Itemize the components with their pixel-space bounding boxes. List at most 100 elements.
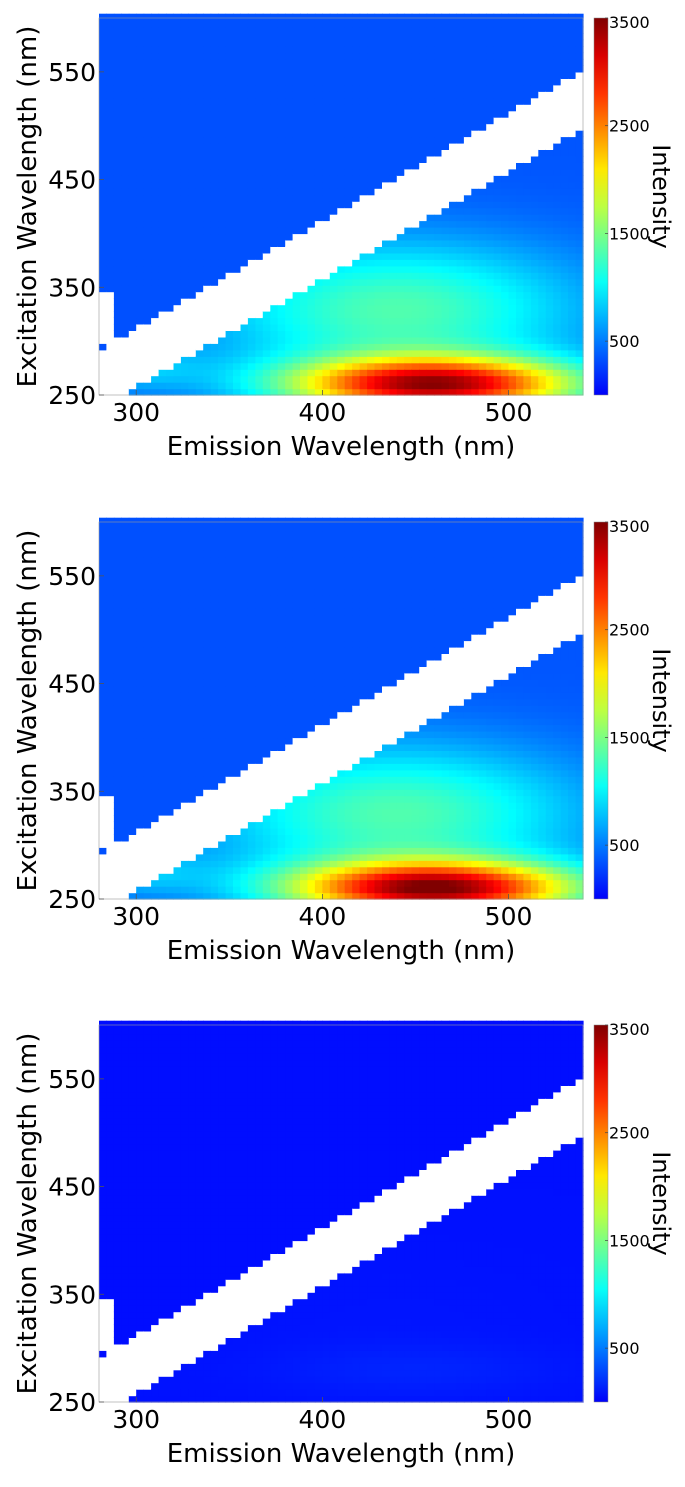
heatmap-cell [226, 350, 234, 357]
heatmap-cell [464, 285, 472, 292]
heatmap-cell [106, 266, 114, 273]
heatmap-cell [241, 311, 249, 318]
heatmap-cell [114, 311, 122, 318]
heatmap-cell [494, 72, 502, 79]
heatmap-cell [337, 233, 345, 240]
heatmap-cell [196, 886, 204, 893]
heatmap-cell [412, 337, 420, 344]
heatmap-cell [144, 33, 152, 40]
heatmap-cell [211, 253, 219, 260]
heatmap-cell [546, 324, 554, 331]
heatmap-cell [255, 227, 263, 234]
heatmap-cell [464, 14, 472, 21]
heatmap-cell [434, 389, 442, 396]
heatmap-cell [263, 285, 271, 292]
heatmap-cell [99, 550, 107, 557]
heatmap-cell [203, 149, 211, 156]
heatmap-cell [121, 867, 129, 874]
heatmap-cell [389, 382, 397, 389]
heatmap-cell [576, 188, 584, 195]
heatmap-cell [419, 246, 427, 253]
heatmap-cell [456, 317, 464, 324]
heatmap-cell [375, 330, 383, 337]
heatmap-cell [129, 382, 137, 389]
heatmap-cell [99, 233, 107, 240]
heatmap-cell [538, 27, 546, 34]
heatmap-cell [188, 259, 196, 266]
heatmap-cell [561, 324, 569, 331]
heatmap-cell [106, 246, 114, 253]
heatmap-cell [397, 149, 405, 156]
heatmap-cell [226, 305, 234, 312]
heatmap-cell [494, 169, 502, 176]
heatmap-cell [270, 182, 278, 189]
heatmap-cell [479, 111, 487, 118]
heatmap-cell [99, 873, 107, 880]
heatmap-cell [114, 175, 122, 182]
heatmap-cell [218, 130, 226, 137]
heatmap-cell [367, 233, 375, 240]
heatmap-cell [352, 98, 360, 105]
heatmap-cell [419, 65, 427, 72]
heatmap-cell [486, 72, 494, 79]
heatmap-cell [99, 893, 107, 900]
heatmap-cell [129, 712, 137, 719]
heatmap-cell [129, 104, 137, 111]
heatmap-cell [285, 208, 293, 215]
heatmap-cell [255, 175, 263, 182]
heatmap-cell [159, 867, 167, 874]
heatmap-cell [456, 27, 464, 34]
heatmap-cell [360, 53, 368, 60]
heatmap-cell [174, 20, 182, 27]
heatmap-cell [375, 20, 383, 27]
heatmap-cell [352, 266, 360, 273]
heatmap-cell [561, 175, 569, 182]
heatmap-cell [308, 201, 316, 208]
heatmap-cell [531, 343, 539, 350]
heatmap-cell [471, 233, 479, 240]
heatmap-cell [106, 595, 114, 602]
heatmap-cell [382, 343, 390, 350]
heatmap-cell [486, 253, 494, 260]
heatmap-cell [106, 686, 114, 693]
heatmap-cell [300, 343, 308, 350]
heatmap-cell [106, 382, 114, 389]
heatmap-cell [479, 246, 487, 253]
heatmap-cell [479, 356, 487, 363]
heatmap-cell [181, 628, 189, 635]
heatmap-cell [330, 117, 338, 124]
heatmap-cell [106, 208, 114, 215]
heatmap-cell [233, 208, 241, 215]
heatmap-cell [486, 240, 494, 247]
heatmap-cell [218, 104, 226, 111]
heatmap-cell [270, 188, 278, 195]
heatmap-cell [159, 886, 167, 893]
heatmap-cell [233, 692, 241, 699]
heatmap-cell [233, 389, 241, 396]
heatmap-cell [538, 272, 546, 279]
heatmap-cell [136, 272, 144, 279]
heatmap-cell [293, 188, 301, 195]
heatmap-cell [337, 330, 345, 337]
heatmap-cell [188, 162, 196, 169]
heatmap-cell [196, 582, 204, 589]
heatmap-cell [226, 124, 234, 131]
heatmap-cell [181, 330, 189, 337]
heatmap-cell [546, 356, 554, 363]
heatmap-cell [188, 557, 196, 564]
heatmap-cell [278, 376, 286, 383]
heatmap-cell [203, 389, 211, 396]
heatmap-cell [278, 253, 286, 260]
heatmap-cell [203, 821, 211, 828]
heatmap-cell [136, 867, 144, 874]
heatmap-cell [211, 809, 219, 816]
heatmap-cell [159, 292, 167, 299]
heatmap-cell [188, 104, 196, 111]
heatmap-cell [501, 292, 509, 299]
heatmap-cell [553, 117, 561, 124]
heatmap-cell [226, 40, 234, 47]
heatmap-cell [494, 111, 502, 118]
heatmap-cell [501, 317, 509, 324]
heatmap-cell [531, 20, 539, 27]
heatmap-cell [486, 104, 494, 111]
